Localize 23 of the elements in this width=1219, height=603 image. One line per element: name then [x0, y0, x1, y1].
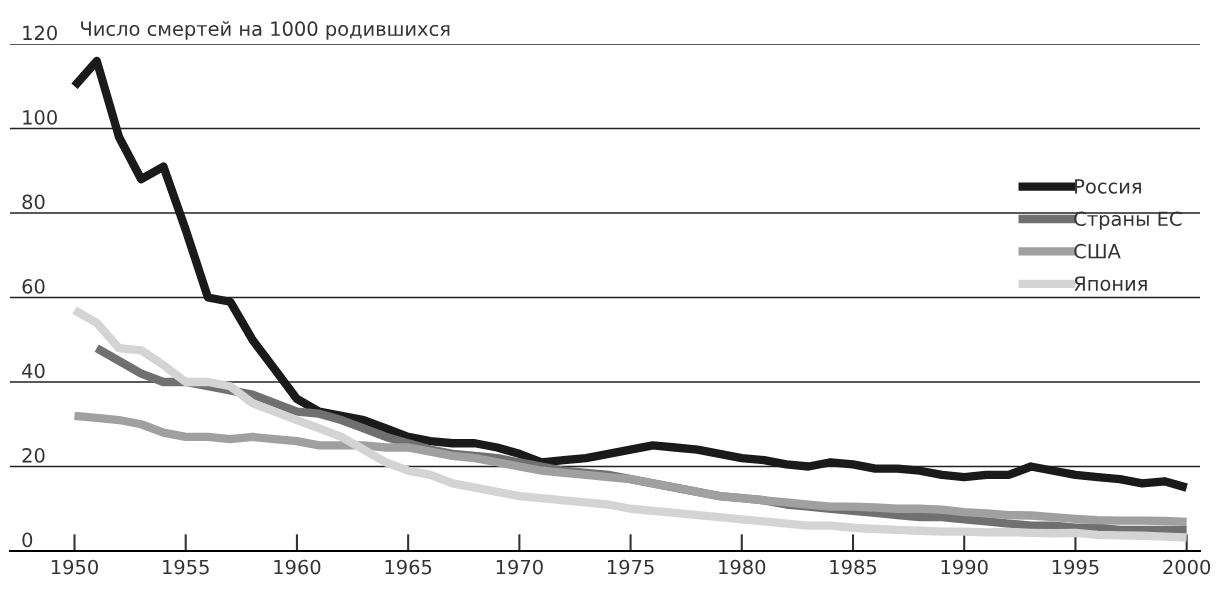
x-tick-label: 1980	[719, 559, 766, 575]
y-tick-label: 120	[23, 25, 57, 41]
legend-label: Россия	[1075, 179, 1141, 194]
x-tick-label: 1985	[830, 559, 877, 575]
x-tick-label: 2000	[1163, 559, 1211, 575]
y-tick-label: 60	[22, 279, 45, 294]
x-tick-label: 1970	[496, 559, 543, 575]
x-tick-label: 1990	[941, 559, 988, 575]
x-tick-label: 1975	[607, 559, 654, 575]
y-tick-label: 100	[23, 110, 57, 125]
x-tick-label: 1965	[385, 559, 432, 575]
x-tick-label: 1950	[51, 559, 98, 575]
x-tick-label: 1955	[163, 559, 209, 575]
legend-label: Япония	[1074, 276, 1147, 291]
y-tick-label: 40	[22, 363, 45, 379]
y-tick-label: 20	[22, 448, 45, 463]
x-tick-label: 1995	[1052, 559, 1099, 575]
legend-label: США	[1074, 243, 1121, 259]
y-tick-label: 0	[22, 532, 33, 548]
legend-label: Страны ЕС	[1074, 211, 1182, 230]
y-tick-label: 80	[22, 194, 45, 210]
y-axis-title: Число смертей на 1000 родившихся	[81, 21, 450, 40]
x-tick-label: 1960	[274, 559, 321, 575]
